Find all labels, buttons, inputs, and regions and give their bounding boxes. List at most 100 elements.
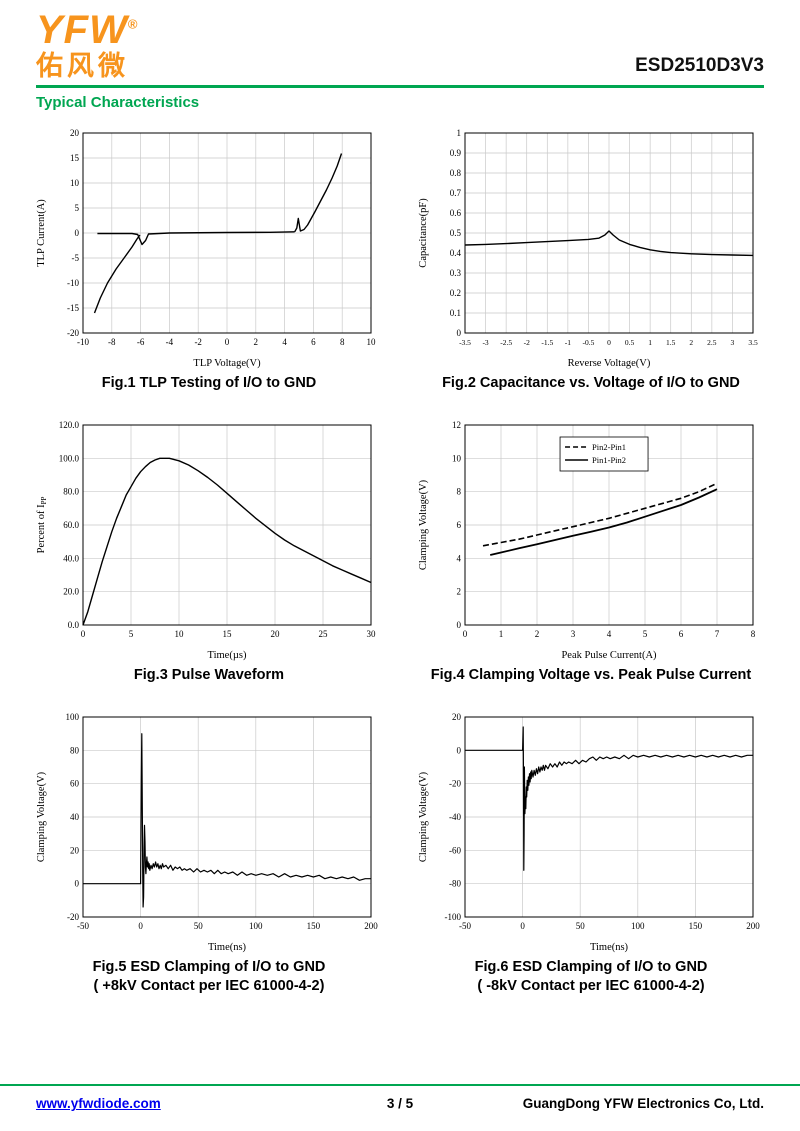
figure-caption: Fig.5 ESD Clamping of I/O to GND ( +8kV …: [20, 958, 398, 996]
figure-caption: Fig.6 ESD Clamping of I/O to GND ( -8kV …: [402, 958, 780, 996]
svg-text:8: 8: [457, 487, 462, 497]
svg-text:0.6: 0.6: [450, 208, 462, 218]
svg-text:10: 10: [175, 629, 185, 639]
fig1-plot: -10 -8 -6 -4 -2 0 2 4 6 8 10-20-15-10-505101520TLP…: [33, 123, 385, 371]
svg-text:Pin1-Pin2: Pin1-Pin2: [592, 455, 626, 465]
fig3-pulse-waveform-chart: 0 5 10 15 20 25 30 0.0 20.0 40.0 60.0 80.0 100.0 120.…: [20, 414, 398, 685]
svg-text:50: 50: [576, 921, 586, 931]
svg-text:Time(ns): Time(ns): [208, 942, 247, 953]
svg-text:30: 30: [367, 629, 377, 639]
website-link[interactable]: www.yfwdiode.com: [36, 1096, 161, 1111]
logo-text: YFW®: [36, 10, 138, 50]
svg-text:100: 100: [249, 921, 263, 931]
svg-text:-15: -15: [67, 303, 79, 313]
svg-text:-2.5: -2.5: [500, 338, 512, 347]
svg-text:0: 0: [607, 338, 611, 347]
svg-text:0.4: 0.4: [450, 248, 462, 258]
fig1-tlp-testing-chart: -10 -8 -6 -4 -2 0 2 4 6 8 10 -20 -15 -10 -5 0 5 10 15 20 TLP…: [20, 123, 398, 393]
svg-text:-6: -6: [137, 337, 145, 347]
svg-text:-10: -10: [77, 337, 89, 347]
svg-text:2.5: 2.5: [707, 338, 717, 347]
svg-text:50: 50: [194, 921, 204, 931]
svg-text:1: 1: [499, 629, 504, 639]
footer-rule: [0, 1084, 800, 1086]
svg-text:-4: -4: [166, 337, 174, 347]
svg-text:0.9: 0.9: [450, 148, 462, 158]
svg-text:15: 15: [70, 153, 80, 163]
svg-text:200: 200: [746, 921, 760, 931]
svg-text:-50: -50: [77, 921, 89, 931]
caption-line-1: Fig.3 Pulse Waveform: [133, 666, 285, 683]
figure-caption: Fig.2 Capacitance vs. Voltage of I/O to …: [402, 374, 780, 393]
svg-text:0.1: 0.1: [450, 308, 461, 318]
yfw-logo: YFW® 佑风微: [36, 10, 138, 80]
svg-text:60.0: 60.0: [63, 520, 79, 530]
svg-text:-8: -8: [108, 337, 116, 347]
svg-text:1.5: 1.5: [666, 338, 676, 347]
svg-text:-1.5: -1.5: [541, 338, 553, 347]
svg-text:25: 25: [319, 629, 329, 639]
svg-text:Peak Pulse Current(A): Peak Pulse Current(A): [561, 650, 657, 661]
svg-text:10: 10: [70, 178, 80, 188]
svg-text:150: 150: [307, 921, 321, 931]
svg-text:8: 8: [751, 629, 756, 639]
svg-text:0: 0: [457, 328, 462, 338]
svg-text:3: 3: [571, 629, 576, 639]
svg-text:6: 6: [679, 629, 684, 639]
svg-text:6: 6: [457, 520, 462, 530]
svg-text:-5: -5: [72, 253, 80, 263]
svg-text:0.5: 0.5: [625, 338, 635, 347]
svg-text:2: 2: [254, 337, 258, 347]
charts-grid: -10 -8 -6 -4 -2 0 2 4 6 8 10 -20 -15 -10 -5 0 5 10 15 20 TLP…: [0, 111, 800, 995]
caption-line-1: Fig.4 Clamping Voltage vs. Peak Pulse Cu…: [430, 666, 752, 683]
company-name: GuangDong YFW Electronics Co, Ltd.: [522, 1096, 764, 1111]
svg-text:-2: -2: [524, 338, 530, 347]
svg-text:7: 7: [715, 629, 720, 639]
svg-text:0: 0: [75, 878, 80, 888]
svg-text:0: 0: [75, 228, 80, 238]
svg-text:20.0: 20.0: [63, 587, 79, 597]
svg-text:Clamping Voltage(V): Clamping Voltage(V): [418, 479, 429, 570]
svg-text:0.0: 0.0: [68, 620, 80, 630]
svg-text:4: 4: [457, 553, 462, 563]
svg-text:2: 2: [689, 338, 693, 347]
svg-text:0: 0: [520, 921, 525, 931]
svg-text:1: 1: [457, 128, 462, 138]
fig6-plot: -50 0 50 100 150 200 -100 -80 -60 -40 -20 0 20 Time(n…: [415, 706, 767, 955]
svg-text:15: 15: [223, 629, 233, 639]
caption-line-1: Fig.2 Capacitance vs. Voltage of I/O to …: [442, 375, 740, 391]
svg-text:3.5: 3.5: [748, 338, 758, 347]
svg-text:0: 0: [138, 921, 143, 931]
svg-text:40: 40: [70, 812, 80, 822]
svg-text:120.0: 120.0: [59, 420, 80, 430]
svg-text:40.0: 40.0: [63, 553, 79, 563]
fig5-plot: -50 0 50 100 150 200 -20 0 20 40 60 80 100 Time(ns) Cl…: [33, 706, 385, 955]
svg-text:-3.5: -3.5: [459, 338, 471, 347]
part-number: ESD2510D3V3: [635, 55, 764, 76]
svg-text:-20: -20: [67, 328, 79, 338]
caption-line-2: ( +8kV Contact per IEC 61000-4-2): [93, 977, 325, 994]
caption-line-1: Fig.5 ESD Clamping of I/O to GND: [92, 958, 326, 975]
svg-text:12: 12: [452, 420, 461, 430]
page-header: YFW® 佑风微 ESD2510D3V3 Typical Characteris…: [0, 0, 800, 111]
svg-text:-3: -3: [482, 338, 488, 347]
svg-text:100: 100: [631, 921, 645, 931]
svg-text:Clamping Voltage(V): Clamping Voltage(V): [418, 771, 429, 862]
svg-text:10: 10: [452, 453, 462, 463]
svg-text:0.2: 0.2: [450, 288, 461, 298]
svg-text:0.7: 0.7: [450, 188, 462, 198]
svg-text:4: 4: [282, 337, 287, 347]
svg-text:0.8: 0.8: [450, 168, 462, 178]
fig5-esd-clamping-positive-chart: -50 0 50 100 150 200 -20 0 20 40 60 80 100 Time(ns) Cl…: [20, 706, 398, 996]
svg-text:4: 4: [607, 629, 612, 639]
fig6-esd-clamping-negative-chart: -50 0 50 100 150 200 -100 -80 -60 -40 -20 0 20 Time(n…: [402, 706, 780, 996]
registered-trademark-icon: ®: [127, 16, 139, 32]
caption-line-1: Fig.6 ESD Clamping of I/O to GND: [474, 958, 708, 975]
svg-text:10: 10: [367, 337, 377, 347]
svg-text:-0.5: -0.5: [582, 338, 594, 347]
svg-text:2: 2: [535, 629, 540, 639]
figure-caption: Fig.4 Clamping Voltage vs. Peak Pulse Cu…: [402, 666, 780, 685]
svg-text:0: 0: [81, 629, 86, 639]
svg-text:-20: -20: [67, 912, 79, 922]
